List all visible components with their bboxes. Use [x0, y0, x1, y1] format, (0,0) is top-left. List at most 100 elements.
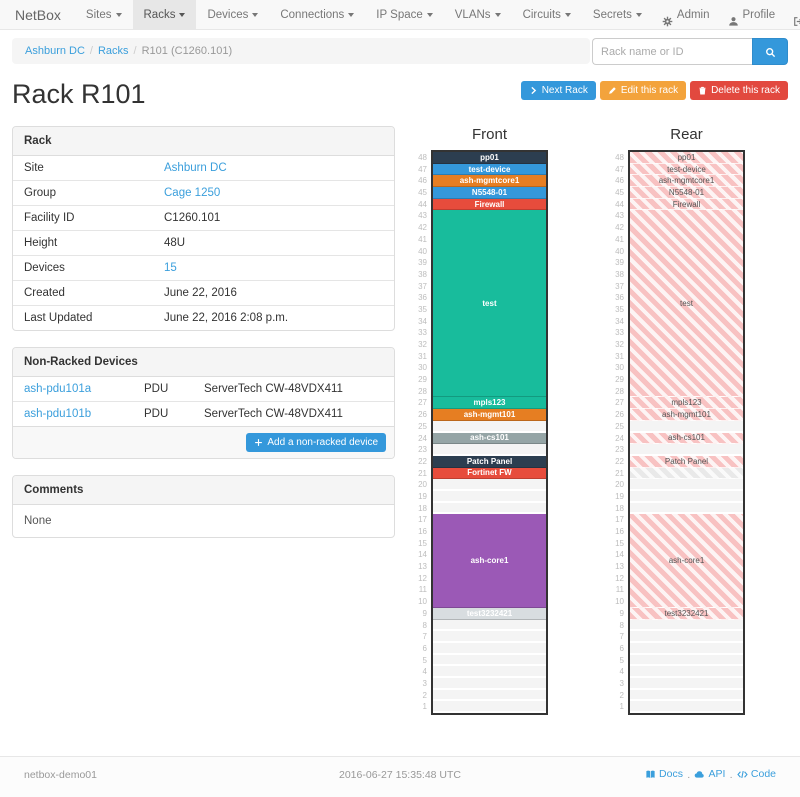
nav-item-profile[interactable]: Profile: [719, 0, 785, 29]
book-icon: [645, 769, 656, 780]
rack-actions: Next Rack Edit this rack Delete this rac…: [520, 81, 788, 100]
unit-number: 45: [615, 188, 624, 198]
add-nonracked-device-button[interactable]: Add a non-racked device: [246, 433, 386, 452]
device-unit-mpls123[interactable]: mpls123: [630, 397, 743, 410]
breadcrumb-separator: /: [133, 45, 137, 57]
nav-item-ip-space[interactable]: IP Space: [365, 0, 443, 29]
unit-number: 5: [619, 655, 624, 665]
device-unit-test3232421[interactable]: test3232421: [630, 607, 743, 620]
device-unit-ash-core1[interactable]: ash-core1: [433, 514, 546, 608]
device-unit-ash-core1[interactable]: ash-core1: [630, 514, 743, 608]
unit-number: 33: [615, 328, 624, 338]
device-unit-ash-mgmt101[interactable]: ash-mgmt101: [433, 409, 546, 421]
empty-slot: [433, 479, 546, 491]
user-icon: [728, 9, 739, 26]
device-unit-mpls123[interactable]: mpls123: [433, 397, 546, 410]
empty-slot: [433, 631, 546, 643]
device-unit-test[interactable]: test: [433, 210, 546, 398]
empty-slot: [630, 444, 743, 456]
empty-slot: [433, 490, 546, 503]
next-rack-button[interactable]: Next Rack: [520, 81, 596, 100]
unit-number: 7: [619, 632, 624, 642]
delete-rack-label: Delete this rack: [711, 85, 780, 96]
device-unit-test[interactable]: test: [630, 210, 743, 398]
nav-item-connections[interactable]: Connections: [269, 0, 365, 29]
empty-slot: [630, 642, 743, 655]
nav-item-log-out[interactable]: Log out: [784, 0, 800, 29]
device-unit-ash-cs101[interactable]: ash-cs101: [630, 432, 743, 445]
attr-value-link[interactable]: 15: [164, 262, 177, 274]
device-unit-ash-mgmt101[interactable]: ash-mgmt101: [630, 409, 743, 421]
attr-value: June 22, 2016: [153, 280, 394, 306]
device-unit-ash-mgmtcore1[interactable]: ash-mgmtcore1: [433, 175, 546, 188]
unit-number: 34: [418, 316, 427, 326]
unit-number: 11: [418, 585, 427, 595]
empty-slot: [433, 701, 546, 713]
unit-number: 2: [422, 690, 427, 700]
attr-value-link[interactable]: Ashburn DC: [164, 162, 227, 174]
unit-number: 34: [615, 316, 624, 326]
device-unit-pp01[interactable]: pp01: [630, 152, 743, 164]
unit-number: 31: [615, 351, 624, 361]
search-button[interactable]: [752, 38, 788, 65]
device-link-ash-pdu101a[interactable]: ash-pdu101a: [24, 383, 92, 395]
nav-item-circuits[interactable]: Circuits: [512, 0, 582, 29]
edit-rack-button[interactable]: Edit this rack: [599, 81, 687, 100]
device-unit-ash-mgmtcore1[interactable]: ash-mgmtcore1: [630, 175, 743, 188]
nav-item-secrets[interactable]: Secrets: [582, 0, 653, 29]
empty-slot: [433, 420, 546, 433]
device-unit-n5548-01[interactable]: N5548-01: [630, 187, 743, 199]
device-link-ash-pdu101b[interactable]: ash-pdu101b: [24, 408, 92, 420]
device-unit-patch-panel[interactable]: Patch Panel: [630, 455, 743, 468]
breadcrumb-item-racks[interactable]: Racks: [97, 45, 129, 57]
attr-label: Devices: [13, 255, 153, 281]
nav-item-label: VLANs: [454, 9, 491, 21]
empty-slot: [433, 444, 546, 456]
device-unit-firewall[interactable]: Firewall: [433, 198, 546, 211]
device-unit-test-device[interactable]: test-device: [433, 163, 546, 176]
nav-item-admin[interactable]: Admin: [653, 0, 719, 29]
attr-value: June 22, 2016 2:08 p.m.: [153, 305, 394, 330]
device-unit-pp01[interactable]: pp01: [433, 152, 546, 164]
unit-number: 29: [615, 375, 624, 385]
unit-number: 20: [615, 480, 624, 490]
nav-item-label: Sites: [85, 9, 112, 21]
nav-item-sites[interactable]: Sites: [75, 0, 133, 29]
unit-number: 24: [615, 433, 624, 443]
unit-number: 46: [418, 176, 427, 186]
caret-down-icon: [564, 12, 571, 17]
footer-link-code[interactable]: Code: [737, 768, 776, 780]
unit-number: 35: [615, 304, 624, 314]
unit-number: 48: [615, 153, 624, 162]
nav-item-label: Racks: [143, 9, 176, 21]
delete-rack-button[interactable]: Delete this rack: [690, 81, 788, 100]
empty-slot: [433, 677, 546, 690]
unit-number: 18: [418, 503, 427, 513]
device-unit-fortinet-fw[interactable]: Fortinet FW: [433, 467, 546, 480]
search-input[interactable]: [592, 38, 752, 65]
device-unit-ash-cs101[interactable]: ash-cs101: [433, 432, 546, 445]
footer-link-api[interactable]: API: [694, 768, 725, 780]
attr-value-link[interactable]: Cage 1250: [164, 187, 221, 199]
breadcrumb-item-ashburn-dc[interactable]: Ashburn DC: [25, 45, 85, 57]
nonracked-panel-title: Non-Racked Devices: [13, 348, 394, 377]
unit-number: 43: [418, 211, 427, 221]
unit-number: 23: [418, 445, 427, 455]
plus-icon: [254, 438, 263, 447]
attr-label: Site: [24, 162, 44, 174]
nav-item-racks[interactable]: Racks: [132, 0, 197, 29]
device-unit-test3232421[interactable]: test3232421: [433, 607, 546, 620]
device-unit-firewall[interactable]: Firewall: [630, 198, 743, 211]
add-nonracked-label: Add a non-racked device: [267, 437, 378, 448]
rack-panel-title: Rack: [13, 127, 394, 156]
device-unit-test-device[interactable]: test-device: [630, 163, 743, 176]
footer-link-docs[interactable]: Docs: [645, 768, 683, 780]
empty-slot: [433, 666, 546, 678]
unit-number: 38: [418, 269, 427, 279]
navbar-right-menu: Admin Profile Log out: [653, 0, 800, 29]
device-unit-patch-panel[interactable]: Patch Panel: [433, 455, 546, 468]
brand-logo[interactable]: NetBox: [15, 7, 61, 23]
nav-item-vlans[interactable]: VLANs: [444, 0, 512, 29]
nav-item-devices[interactable]: Devices: [196, 0, 269, 29]
device-unit-n5548-01[interactable]: N5548-01: [433, 187, 546, 199]
